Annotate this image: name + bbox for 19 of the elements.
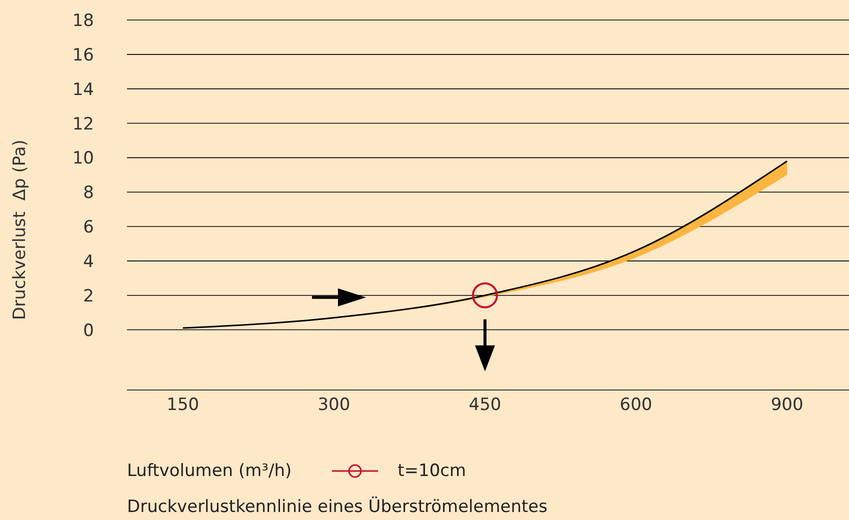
y-tick-label: 2 bbox=[83, 286, 94, 306]
y-tick-label: 0 bbox=[83, 320, 94, 341]
x-tick-label: 900 bbox=[770, 395, 804, 416]
text: Druckverlustkennlinie eines Überströmelementes bbox=[127, 497, 548, 517]
y-tick-label: 16 bbox=[72, 45, 94, 66]
y-tick-label: 18 bbox=[72, 11, 94, 32]
y-tick-label: 8 bbox=[83, 183, 94, 204]
y-tick-label: 6 bbox=[83, 218, 94, 238]
x-tick-label: 450 bbox=[468, 395, 502, 416]
x-tick-label: 300 bbox=[318, 395, 350, 416]
y-tick-label: 4 bbox=[83, 252, 94, 272]
y-tick-label: 14 bbox=[72, 80, 94, 100]
x-tick-label: 600 bbox=[620, 395, 652, 416]
y-tick-label: 10 bbox=[72, 148, 94, 169]
y-tick-label: 12 bbox=[72, 114, 94, 134]
x-axis-title: Luftvolumen (m³/h) bbox=[127, 461, 292, 481]
legend-label: t=10cm bbox=[398, 461, 466, 481]
y-axis-title: Druckverlust Δp (Pa) bbox=[10, 140, 30, 320]
x-tick-label: 150 bbox=[166, 395, 200, 416]
